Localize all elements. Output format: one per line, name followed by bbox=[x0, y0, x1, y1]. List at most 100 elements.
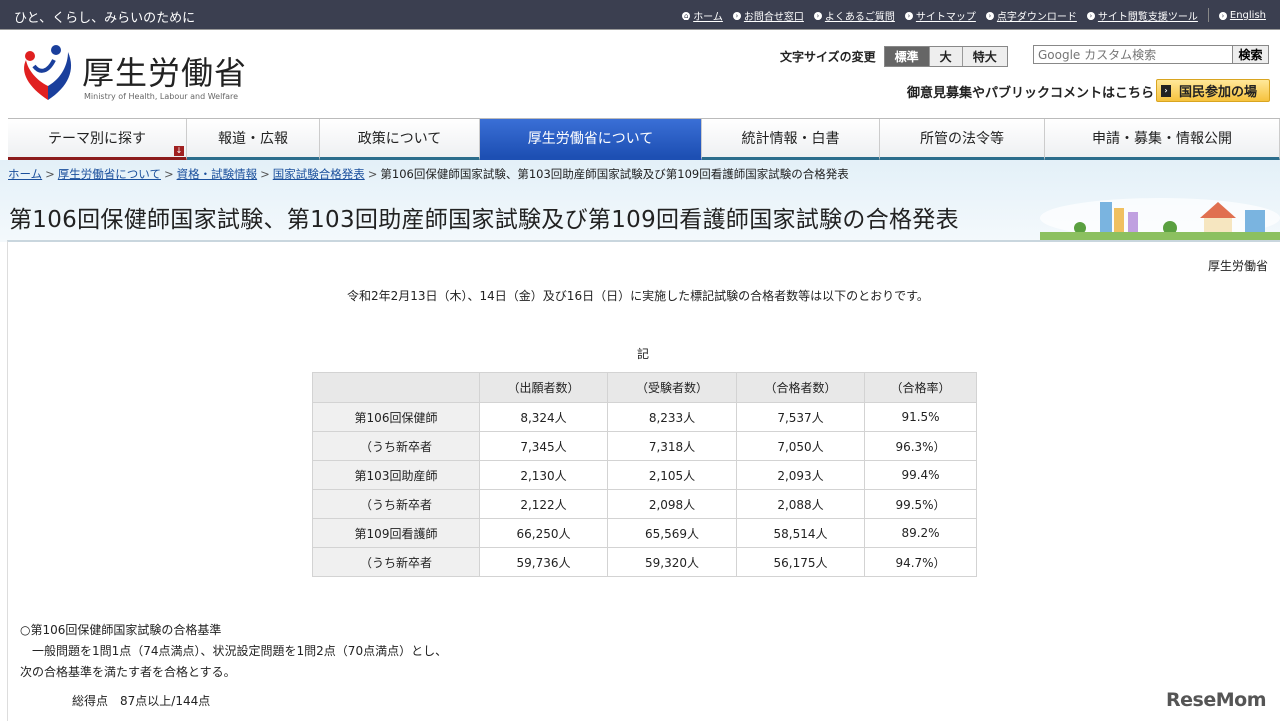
criteria-line: 一般問題を1問1点（74点満点）、状況設定問題を1問2点（70点満点）とし、 bbox=[20, 644, 448, 658]
font-size-standard-button[interactable]: 標準 bbox=[884, 47, 929, 66]
header-cell bbox=[312, 372, 480, 403]
table-cell: 7,537人 bbox=[736, 402, 865, 432]
home-link[interactable]: ⌂ ホーム bbox=[682, 8, 723, 23]
table-cell: 7,050人 bbox=[736, 431, 865, 461]
arrow-icon: › bbox=[732, 11, 741, 20]
accessibility-label: サイト閲覧支援ツール bbox=[1097, 12, 1198, 23]
table-cell: 89.2% bbox=[864, 518, 977, 548]
arrow-down-icon: ↓ bbox=[174, 146, 184, 156]
table-cell: 56,175人 bbox=[736, 547, 865, 577]
nav-press[interactable]: 報道・広報 bbox=[187, 119, 320, 161]
ki-label: 記 bbox=[637, 347, 650, 361]
row-label: （うち新卒者 bbox=[312, 547, 480, 577]
nav-laws[interactable]: 所管の法令等 bbox=[880, 119, 1045, 161]
table-cell: 2,098人 bbox=[607, 489, 737, 519]
table-cell: 66,250人 bbox=[479, 518, 608, 548]
search-form: 検索 bbox=[1033, 45, 1269, 64]
page-title: 第106回保健師国家試験、第103回助産師国家試験及び第109回看護師国家試験の… bbox=[9, 207, 959, 233]
nav-label: テーマ別に探す bbox=[48, 131, 146, 147]
row-label: 第109回看護師 bbox=[312, 518, 480, 548]
breadcrumb-current: 第106回保健師国家試験、第103回助産師国家試験及び第109回看護師国家試験の… bbox=[380, 167, 849, 181]
nav-theme[interactable]: テーマ別に探す ↓ bbox=[8, 119, 187, 161]
breadcrumb-exam-results[interactable]: 国家試験合格発表 bbox=[272, 167, 365, 181]
divider bbox=[1207, 8, 1209, 22]
public-comment-link[interactable]: 御意見募集やパブリックコメントはこちら bbox=[907, 86, 1155, 101]
chevron-right-icon: > bbox=[260, 167, 270, 181]
arrow-icon: › bbox=[1218, 11, 1227, 20]
table-cell: 2,105人 bbox=[607, 460, 737, 490]
table-cell: 2,130人 bbox=[479, 460, 608, 490]
table-cell: 59,320人 bbox=[607, 547, 737, 577]
source-label: 厚生労働省 bbox=[1207, 259, 1268, 273]
resemom-watermark: ReseMom bbox=[1166, 689, 1266, 711]
braille-download-link[interactable]: › 点字ダウンロード bbox=[985, 8, 1077, 23]
criteria-total: 総得点 87点以上/144点 bbox=[72, 694, 211, 708]
table-cell: 7,318人 bbox=[607, 431, 737, 461]
table-cell: 94.7%） bbox=[864, 547, 977, 577]
english-label: English bbox=[1229, 10, 1266, 21]
top-bar: ひと、くらし、みらいのために ⌂ ホーム › お問合せ窓口 › よくあるご質問 › サイ… bbox=[0, 0, 1280, 30]
sitemap-link[interactable]: › サイトマップ bbox=[904, 8, 976, 23]
header-cell: （受験者数） bbox=[607, 372, 737, 403]
breadcrumb-home[interactable]: ホーム bbox=[8, 167, 43, 181]
english-link[interactable]: › English bbox=[1218, 8, 1266, 23]
public-participation-label: 国民参加の場 bbox=[1179, 85, 1258, 100]
breadcrumb-about[interactable]: 厚生労働省について bbox=[57, 167, 161, 181]
table-cell: 7,345人 bbox=[479, 431, 608, 461]
table-row: 第103回助産師 2,130人 2,105人 2,093人 99.4% bbox=[312, 460, 977, 490]
font-size-large-button[interactable]: 大 bbox=[928, 47, 962, 66]
table-cell: 65,569人 bbox=[607, 518, 737, 548]
search-button[interactable]: 検索 bbox=[1233, 45, 1269, 64]
chevron-right-icon: > bbox=[45, 167, 55, 181]
row-label: （うち新卒者 bbox=[312, 489, 480, 519]
breadcrumb: ホーム > 厚生労働省について > 資格・試験情報 > 国家試験合格発表 > 第106回保健師国… bbox=[8, 166, 849, 182]
table-cell: 99.4% bbox=[864, 460, 977, 490]
nav-applications[interactable]: 申請・募集・情報公開 bbox=[1045, 119, 1280, 161]
font-size-xlarge-button[interactable]: 特大 bbox=[961, 47, 1007, 66]
nav-label: 統計情報・白書 bbox=[741, 131, 840, 147]
main-nav: テーマ別に探す ↓ 報道・広報 政策について 厚生労働省について 統計情報・白書 … bbox=[8, 118, 1280, 161]
arrow-icon: › bbox=[985, 11, 994, 20]
nav-about[interactable]: 厚生労働省について bbox=[480, 119, 702, 161]
table-cell: 58,514人 bbox=[736, 518, 865, 548]
row-label: 第106回保健師 bbox=[312, 402, 480, 432]
nav-label: 申請・募集・情報公開 bbox=[1092, 131, 1232, 147]
nav-label: 報道・広報 bbox=[218, 131, 288, 147]
font-size-control: 文字サイズの変更 標準 大 特大 bbox=[780, 46, 1008, 67]
nav-policy[interactable]: 政策について bbox=[320, 119, 480, 161]
public-participation-button[interactable]: › 国民参加の場 bbox=[1156, 79, 1270, 102]
nav-label: 厚生労働省について bbox=[527, 131, 654, 147]
header-cell: （出願者数） bbox=[479, 372, 608, 403]
braille-label: 点字ダウンロード bbox=[996, 12, 1077, 23]
tagline: ひと、くらし、みらいのために bbox=[14, 11, 196, 26]
faq-link[interactable]: › よくあるご質問 bbox=[813, 8, 895, 23]
nav-label: 政策について bbox=[357, 131, 442, 147]
pass-criteria: ○第106回保健師国家試験の合格基準 一般問題を1問1点（74点満点）、状況設定… bbox=[20, 620, 447, 712]
accessibility-tool-link[interactable]: › サイト閲覧支援ツール bbox=[1086, 8, 1198, 23]
faq-label: よくあるご質問 bbox=[824, 12, 895, 23]
criteria-heading: ○第106回保健師国家試験の合格基準 bbox=[20, 623, 222, 637]
arrow-icon: › bbox=[1161, 84, 1171, 97]
criteria-line: 次の合格基準を満たす者を合格とする。 bbox=[20, 665, 236, 679]
row-label: 第103回助産師 bbox=[312, 460, 480, 490]
table-row: （うち新卒者 7,345人 7,318人 7,050人 96.3%） bbox=[312, 431, 977, 461]
contact-link[interactable]: › お問合せ窓口 bbox=[732, 8, 804, 23]
table-cell: 8,324人 bbox=[479, 402, 608, 432]
table-cell: 91.5% bbox=[864, 402, 977, 432]
header-cell: （合格者数） bbox=[736, 372, 865, 403]
sitemap-label: サイトマップ bbox=[915, 12, 976, 23]
breadcrumb-qualifications[interactable]: 資格・試験情報 bbox=[176, 167, 258, 181]
table-cell: 8,233人 bbox=[607, 402, 737, 432]
search-input[interactable] bbox=[1033, 45, 1233, 64]
site-logo[interactable]: 厚生労働省 Ministry of Health, Labour and Wel… bbox=[18, 42, 247, 104]
arrow-icon: › bbox=[904, 11, 913, 20]
arrow-icon: › bbox=[813, 11, 822, 20]
nav-statistics[interactable]: 統計情報・白書 bbox=[702, 119, 880, 161]
logo-title: 厚生労働省 bbox=[82, 54, 248, 92]
home-label: ホーム bbox=[693, 12, 723, 23]
town-illustration-icon bbox=[1040, 198, 1280, 240]
contact-label: お問合せ窓口 bbox=[743, 12, 804, 23]
chevron-right-icon: > bbox=[367, 167, 378, 181]
arrow-icon: › bbox=[1086, 11, 1095, 20]
table-row: （うち新卒者 2,122人 2,098人 2,088人 99.5%） bbox=[312, 489, 977, 519]
